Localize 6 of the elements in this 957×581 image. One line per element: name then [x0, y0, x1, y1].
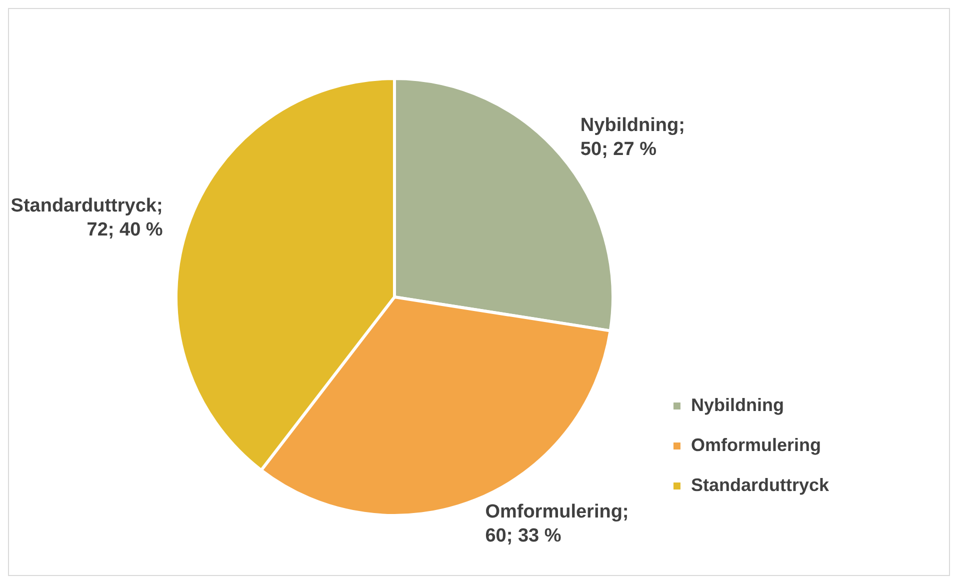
data-label: Omformulering; 60; 33 %	[485, 502, 629, 547]
data-label: Nybildning; 50; 27 %	[580, 115, 685, 160]
legend-label: Omformulering	[690, 434, 821, 455]
legend-label: Standarduttryck	[690, 474, 830, 495]
data-label: Standarduttryck; 72; 40 %	[10, 195, 163, 240]
legend-label: Nybildning	[690, 394, 784, 415]
